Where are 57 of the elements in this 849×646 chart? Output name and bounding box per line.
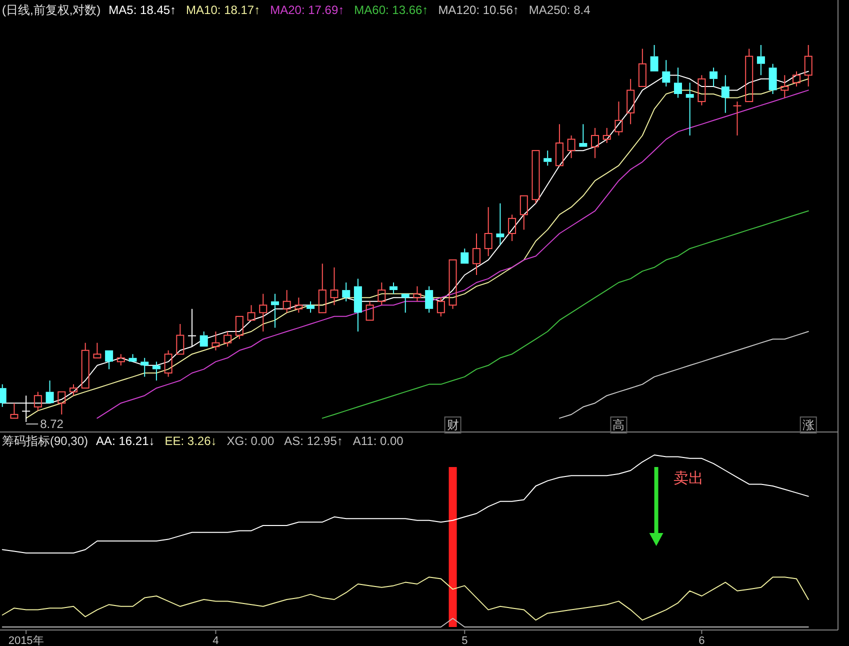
candlestick [710,67,718,87]
candlestick [544,150,552,166]
candlestick [390,282,398,294]
text: MA120: 10.56↑ [438,3,519,17]
candlestick [413,286,422,302]
candlestick [674,67,682,98]
candlestick [496,202,504,246]
text: AA: 16.21↓ [96,434,155,448]
candlestick [626,78,635,125]
annotation: 8.72 [40,417,64,431]
text: MA60: 13.66↑ [354,3,428,17]
candlestick [721,74,730,114]
x-tick-label: 高 [612,418,625,432]
candlestick [306,300,315,314]
candlestick [436,297,445,317]
candlestick [116,354,125,366]
candlestick [425,286,434,314]
text: MA5: 18.45↑ [108,3,176,17]
x-tick-label: 财 [446,418,459,432]
candlestick [140,357,149,378]
candlestick [733,101,742,136]
candlestick [591,127,600,159]
text: MA20: 17.69↑ [270,3,344,17]
candlestick [259,293,268,332]
candlestick [698,74,706,106]
candlestick [614,101,623,136]
text: MA250: 8.4 [528,3,591,17]
text: AS: 12.95↑ [284,434,343,448]
chart-title: (日线,前复权,对数) [2,3,101,17]
candlestick [212,331,220,351]
x-tick-label: 2015年 [8,635,44,646]
text: A11: 0.00 [352,434,404,448]
chart-title: 筹码指标(90,30) [2,434,88,448]
annotation: 卖出 [673,470,704,487]
x-tick-label: 涨 [802,418,814,432]
candlestick [354,278,362,332]
candlestick [780,74,789,98]
candlestick [472,233,480,276]
candlestick [342,282,350,302]
candlestick [188,308,196,348]
text: EE: 3.26↓ [164,434,217,448]
candlestick [804,44,812,87]
candlestick [567,134,576,159]
candlestick [756,44,765,76]
x-tick-label: 5 [462,635,468,646]
candlestick [768,63,777,95]
candlestick [270,293,279,328]
x-tick-label: 4 [212,635,219,646]
candlestick [484,206,492,257]
candlestick [662,60,670,87]
text: MA10: 18.17↑ [186,3,260,17]
candlestick [508,214,516,242]
text: XG: 0.00 [226,434,274,448]
candlestick [152,361,160,382]
candlestick [330,266,338,306]
x-tick-label: 6 [698,635,705,646]
candlestick [686,82,694,136]
